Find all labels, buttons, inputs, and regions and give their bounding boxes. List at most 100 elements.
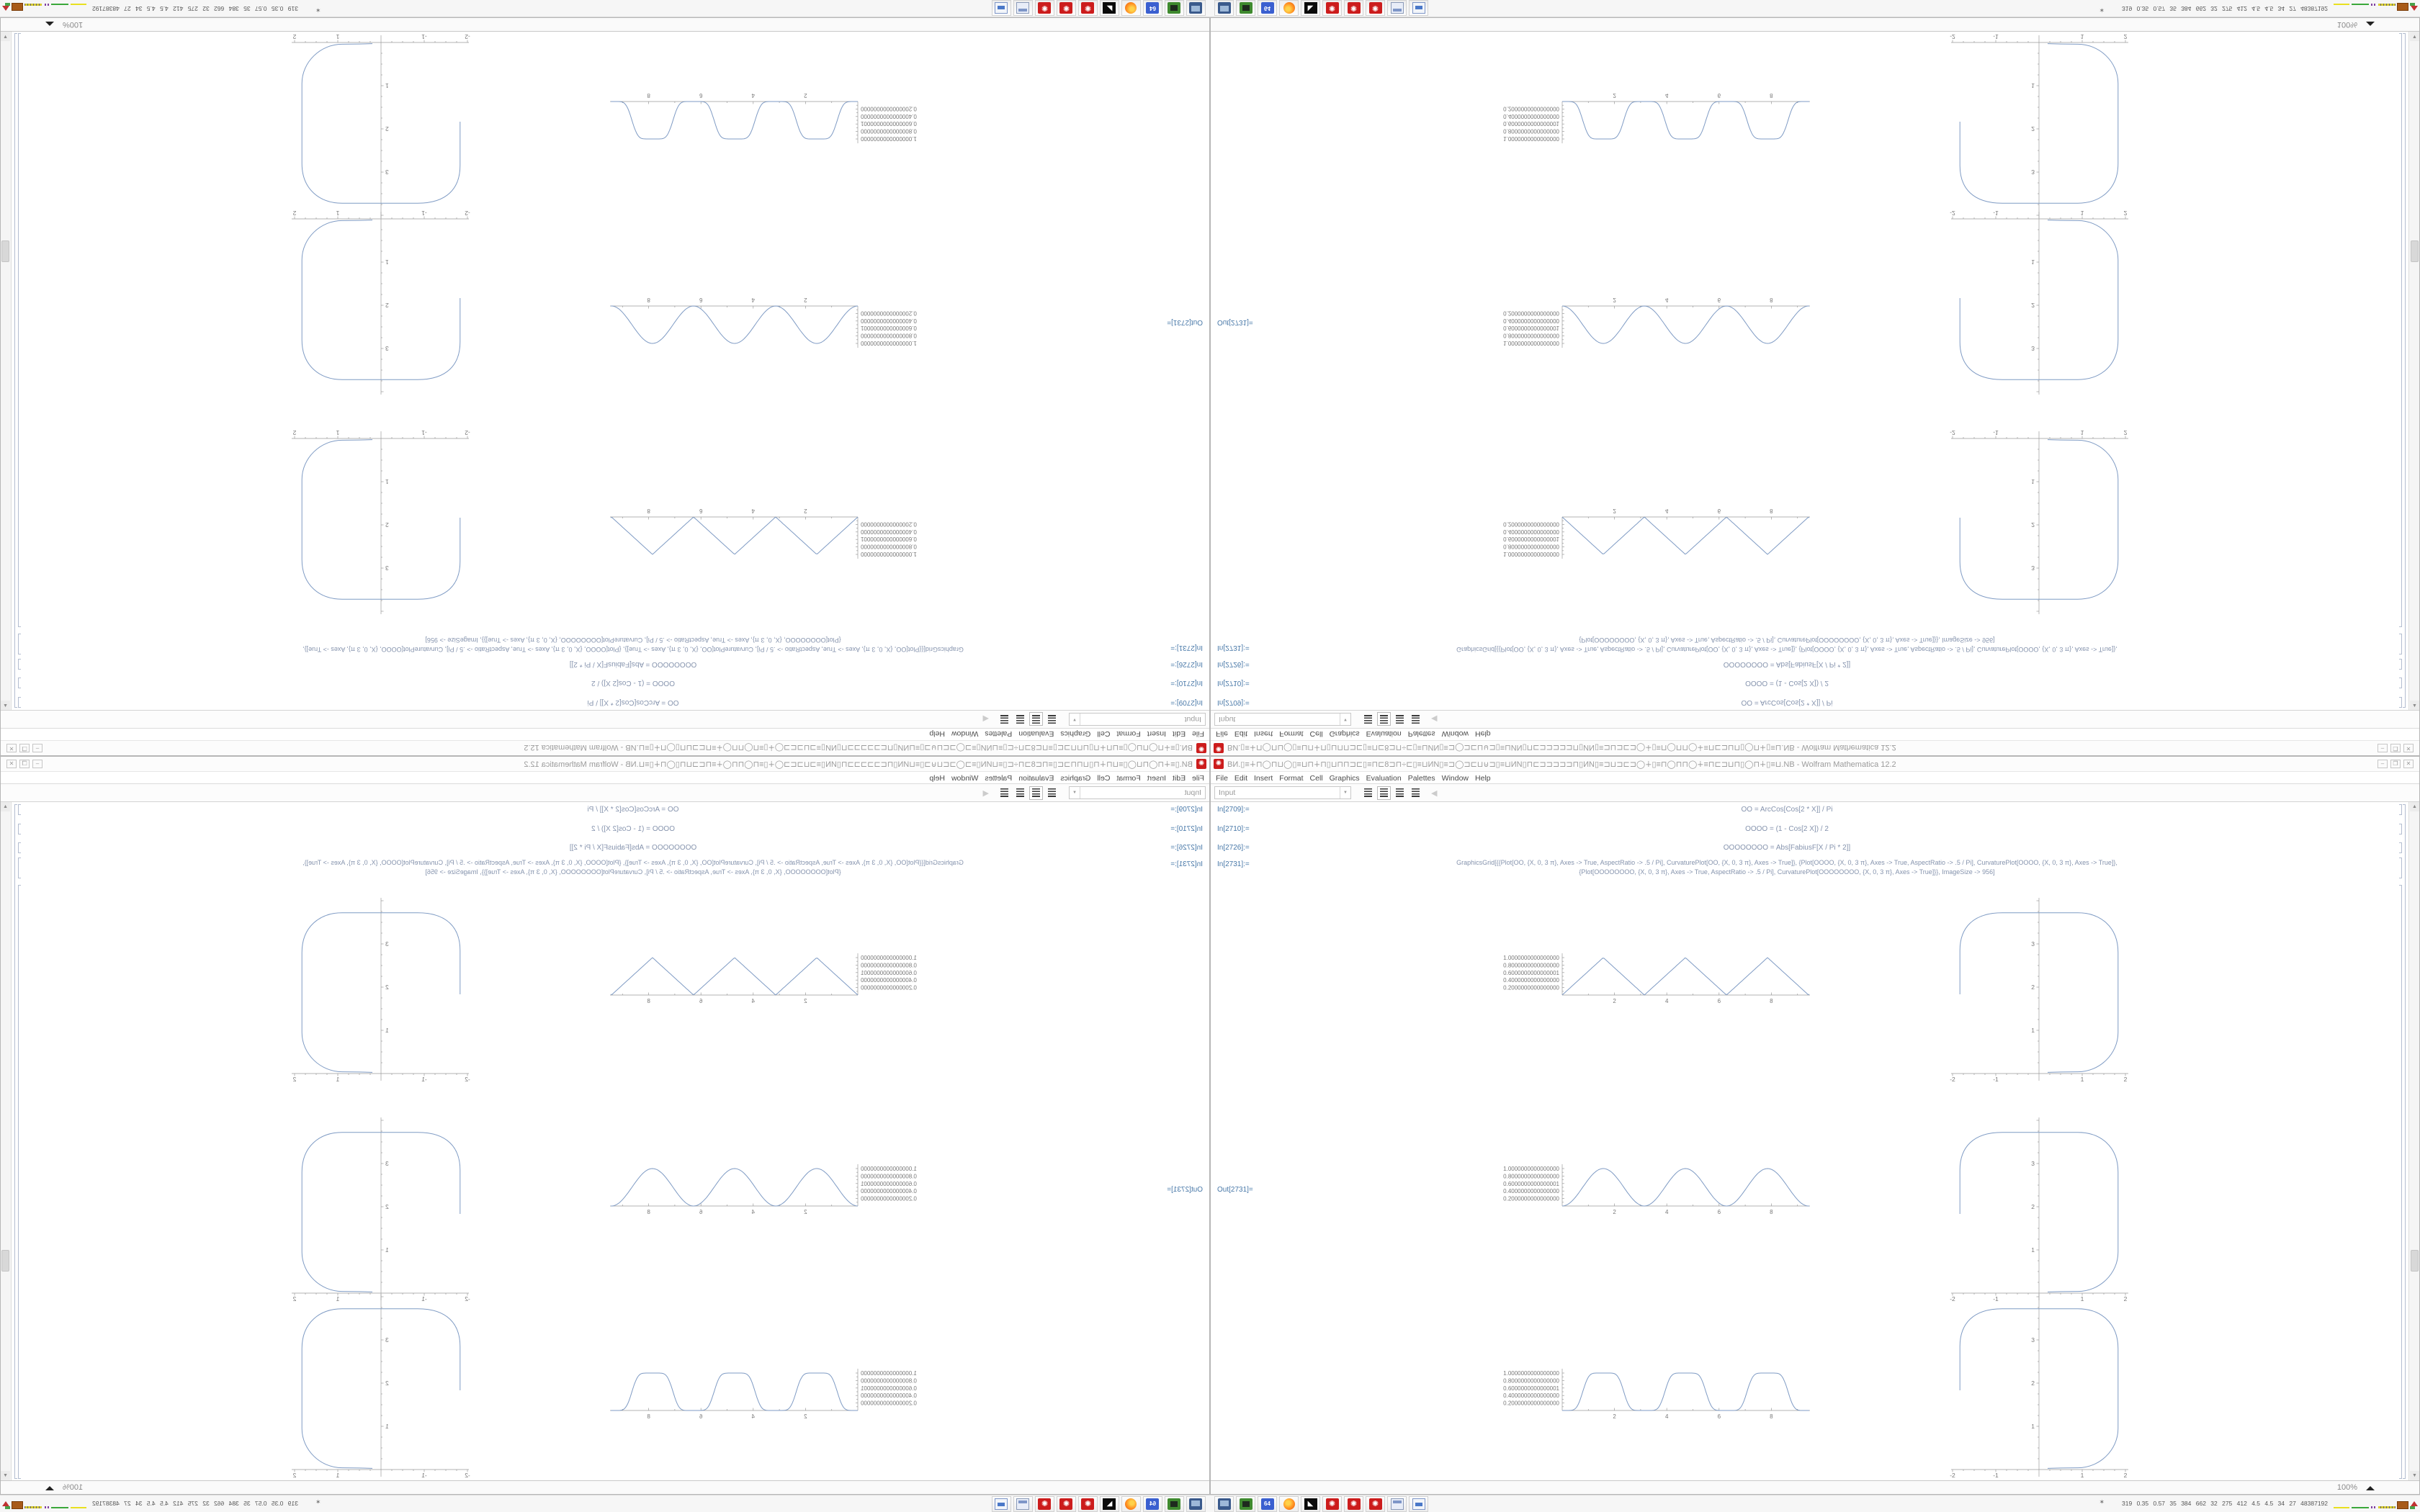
toolbar-collapse-icon[interactable]: ◀ bbox=[982, 788, 989, 798]
menu-palettes[interactable]: Palettes bbox=[985, 773, 1013, 783]
display-settings-icon-button[interactable] bbox=[1214, 1496, 1234, 1512]
cell-bracket-in2731[interactable] bbox=[2399, 858, 2402, 878]
drive-manager-icon-button[interactable] bbox=[1236, 1496, 1255, 1512]
drive-manager-icon-button[interactable] bbox=[1236, 0, 1255, 16]
dark-graphics-app-icon-button[interactable]: ◣ bbox=[1301, 0, 1320, 16]
cell-bracket-in2709[interactable] bbox=[18, 804, 21, 815]
menu-graphics[interactable]: Graphics bbox=[1060, 773, 1091, 783]
menu-edit[interactable]: Edit bbox=[1234, 773, 1248, 783]
cell-group-bracket[interactable] bbox=[2403, 804, 2406, 1479]
mathematica-icon-2-button[interactable]: ✺ bbox=[1344, 1496, 1363, 1512]
cell-style-dropdown[interactable]: Input ▼ bbox=[1214, 786, 1351, 799]
scrollbar-thumb[interactable] bbox=[1, 1250, 9, 1272]
title-bar[interactable]: ✺ ВИ.▯≡∔⊓◯⊓⊔◯▯≡⊔⊓∔⊓▯⊔⊓⊓⊐⊏▯≡⊓⊏8⊐⊓÷⊏▯≡⊔ИΝ▯… bbox=[1211, 757, 2419, 772]
menu-palettes[interactable]: Palettes bbox=[1407, 729, 1435, 739]
align-center-button[interactable] bbox=[1377, 712, 1391, 726]
menu-help[interactable]: Help bbox=[1475, 729, 1491, 739]
cell-style-dropdown[interactable]: Input ▼ bbox=[1069, 713, 1206, 726]
magnification-menu-icon[interactable] bbox=[45, 1486, 54, 1490]
cell-bracket-in2710[interactable] bbox=[18, 824, 21, 834]
align-right-button[interactable] bbox=[1013, 712, 1027, 726]
restore-button[interactable]: ❐ bbox=[2390, 744, 2401, 752]
code-in2710[interactable]: OOOO = (1 - Cos[2 X]) / 2 bbox=[591, 825, 675, 833]
mathematica-icon-1-button[interactable]: ✺ bbox=[1322, 0, 1342, 16]
restore-button[interactable]: ❐ bbox=[19, 760, 30, 768]
code-in2726[interactable]: OOOOOOOO = Abs[FabiusF[X / Pi * 2]] bbox=[1723, 844, 1851, 852]
calculator-icon-button[interactable] bbox=[1387, 1496, 1407, 1512]
menu-palettes[interactable]: Palettes bbox=[985, 729, 1013, 739]
cell-bracket-out2731[interactable] bbox=[2399, 33, 2402, 627]
menu-insert[interactable]: Insert bbox=[1147, 773, 1166, 783]
document-viewer-icon-button[interactable] bbox=[992, 0, 1011, 16]
cell-bracket-in2710[interactable] bbox=[18, 678, 21, 688]
floppy-64-icon-button[interactable]: 64 bbox=[1258, 0, 1277, 16]
align-right-button[interactable] bbox=[1393, 786, 1407, 800]
cell-bracket-in2710[interactable] bbox=[2399, 678, 2402, 688]
restore-button[interactable]: ❐ bbox=[19, 744, 30, 752]
menu-help[interactable]: Help bbox=[929, 773, 945, 783]
mathematica-icon-2-button[interactable]: ✺ bbox=[1057, 1496, 1076, 1512]
align-left-button[interactable] bbox=[1361, 712, 1375, 726]
code-in2731-line2[interactable]: {Plot[OOOOOOOO, {X, 0, 3 π}, Axes -> Tru… bbox=[425, 636, 841, 644]
vertical-scrollbar[interactable]: ▲ ▼ bbox=[2408, 802, 2419, 1480]
code-in2726[interactable]: OOOOOOOO = Abs[FabiusF[X / Pi * 2]] bbox=[569, 844, 697, 852]
code-in2710[interactable]: OOOO = (1 - Cos[2 X]) / 2 bbox=[591, 679, 675, 687]
align-left-button[interactable] bbox=[1045, 786, 1059, 800]
menu-cell[interactable]: Cell bbox=[1309, 729, 1323, 739]
menu-cell[interactable]: Cell bbox=[1309, 773, 1323, 783]
firefox-icon-button[interactable] bbox=[1121, 1496, 1141, 1512]
menu-evaluation[interactable]: Evaluation bbox=[1018, 773, 1054, 783]
menu-cell[interactable]: Cell bbox=[1097, 773, 1111, 783]
cell-style-dropdown[interactable]: Input ▼ bbox=[1214, 713, 1351, 726]
drive-manager-icon-button[interactable] bbox=[1165, 1496, 1184, 1512]
code-in2710[interactable]: OOOO = (1 - Cos[2 X]) / 2 bbox=[1745, 679, 1829, 687]
display-settings-icon-button[interactable] bbox=[1186, 1496, 1206, 1512]
cell-bracket-out2731[interactable] bbox=[2399, 885, 2402, 1479]
scroll-down-icon[interactable]: ▼ bbox=[1, 32, 10, 41]
align-center-button[interactable] bbox=[1029, 786, 1043, 800]
magnification-value[interactable]: 100% bbox=[63, 20, 84, 29]
scroll-up-icon[interactable]: ▲ bbox=[1, 701, 10, 710]
mathematica-icon-3-button[interactable]: ✺ bbox=[1035, 0, 1054, 16]
minimize-button[interactable]: – bbox=[2378, 744, 2388, 752]
magnification-menu-icon[interactable] bbox=[45, 22, 54, 26]
cell-bracket-in2731[interactable] bbox=[18, 858, 21, 878]
toolbar-collapse-icon[interactable]: ◀ bbox=[1431, 714, 1438, 724]
menu-insert[interactable]: Insert bbox=[1147, 729, 1166, 739]
code-in2731-line1[interactable]: GraphicsGrid[{{Plot[OO, {X, 0, 3 π}, Axe… bbox=[302, 859, 964, 866]
scrollbar-thumb[interactable] bbox=[1, 240, 9, 262]
magnification-value[interactable]: 100% bbox=[2336, 1483, 2357, 1492]
scrollbar-thumb[interactable] bbox=[2411, 1250, 2419, 1272]
scroll-down-icon[interactable]: ▼ bbox=[2410, 32, 2419, 41]
code-in2709[interactable]: OO = ArcCos[Cos[2 * X]] / Pi bbox=[1741, 806, 1833, 814]
menu-file[interactable]: File bbox=[1216, 773, 1228, 783]
menu-insert[interactable]: Insert bbox=[1254, 773, 1273, 783]
dark-graphics-app-icon-button[interactable]: ◣ bbox=[1100, 1496, 1119, 1512]
document-viewer-icon-button[interactable] bbox=[1409, 0, 1428, 16]
align-right-button[interactable] bbox=[1013, 786, 1027, 800]
code-in2726[interactable]: OOOOOOOO = Abs[FabiusF[X / Pi * 2]] bbox=[1723, 660, 1851, 668]
minimize-button[interactable]: – bbox=[32, 760, 42, 768]
scroll-down-icon[interactable]: ▼ bbox=[2410, 1471, 2419, 1480]
magnification-value[interactable]: 100% bbox=[63, 1483, 84, 1492]
title-bar[interactable]: ✺ ВИ.▯≡∔⊓◯⊓⊔◯▯≡⊔⊓∔⊓▯⊔⊓⊓⊐⊏▯≡⊓⊏8⊐⊓÷⊏▯≡⊔ИΝ▯… bbox=[1211, 740, 2419, 755]
menu-edit[interactable]: Edit bbox=[1234, 729, 1248, 739]
align-justify-button[interactable] bbox=[1409, 712, 1422, 726]
magnification-menu-icon[interactable] bbox=[2366, 1486, 2375, 1490]
cell-bracket-out2731[interactable] bbox=[18, 33, 21, 627]
scrollbar-thumb[interactable] bbox=[2411, 240, 2419, 262]
code-in2731-line1[interactable]: GraphicsGrid[{{Plot[OO, {X, 0, 3 π}, Axe… bbox=[1456, 859, 2118, 866]
document-viewer-icon-button[interactable] bbox=[1409, 1496, 1428, 1512]
menu-window[interactable]: Window bbox=[1441, 729, 1469, 739]
code-in2731-line2[interactable]: {Plot[OOOOOOOO, {X, 0, 3 π}, Axes -> Tru… bbox=[1579, 868, 1995, 876]
menu-format[interactable]: Format bbox=[1279, 773, 1304, 783]
menu-file[interactable]: File bbox=[1192, 729, 1204, 739]
display-settings-icon-button[interactable] bbox=[1186, 0, 1206, 16]
align-center-button[interactable] bbox=[1029, 712, 1043, 726]
minimize-button[interactable]: – bbox=[32, 744, 42, 752]
align-justify-button[interactable] bbox=[1409, 786, 1422, 800]
align-justify-button[interactable] bbox=[998, 786, 1011, 800]
cell-bracket-in2726[interactable] bbox=[2399, 842, 2402, 853]
cell-bracket-out2731[interactable] bbox=[18, 885, 21, 1479]
mathematica-icon-1-button[interactable]: ✺ bbox=[1078, 1496, 1098, 1512]
